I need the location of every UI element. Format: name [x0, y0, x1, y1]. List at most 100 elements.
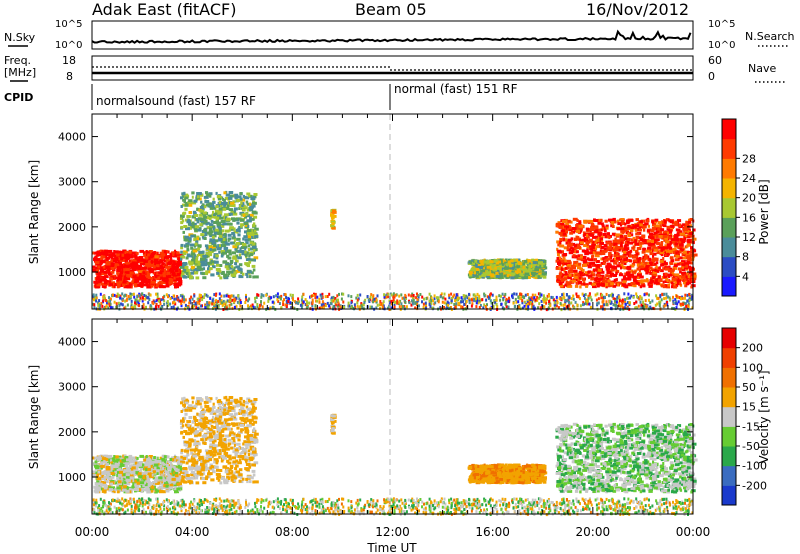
power-cell: [202, 276, 207, 280]
power-cell: [660, 269, 664, 273]
power-cell: [634, 275, 638, 279]
power-cell: [156, 254, 162, 258]
power-cell: [683, 262, 688, 266]
power-cell: [616, 283, 620, 287]
power-cell: [235, 304, 238, 308]
power-cell: [182, 212, 185, 216]
power-cell: [160, 275, 163, 279]
power-cell: [233, 266, 236, 270]
power-cell: [205, 222, 208, 226]
power-cell: [634, 228, 638, 232]
power-cell: [207, 264, 210, 268]
power-cell: [592, 268, 598, 272]
power-cell: [184, 235, 189, 239]
power-cell: [148, 298, 151, 301]
power-cell: [651, 242, 655, 246]
power-cell: [654, 279, 660, 283]
power-cell: [614, 297, 616, 301]
power-cell: [428, 292, 431, 296]
power-cell: [220, 201, 226, 205]
power-cell: [415, 296, 418, 300]
power-cell: [117, 277, 122, 280]
power-cell: [175, 297, 178, 301]
power-cell: [193, 300, 196, 304]
power-cell: [224, 196, 230, 200]
power-cell: [359, 305, 362, 309]
power-cell: [246, 208, 251, 212]
power-cell: [145, 250, 148, 253]
power-cell: [580, 241, 584, 245]
power-cell: [555, 299, 558, 303]
power-cell: [197, 247, 201, 251]
power-cell: [616, 256, 621, 260]
power-cell: [242, 245, 248, 249]
power-cell: [119, 265, 123, 269]
power-cell: [614, 251, 618, 255]
power-cell: [577, 254, 580, 258]
power-cell: [211, 235, 215, 239]
cpid-panel: CPID normalsound (fast) 157 RF normal (f…: [4, 82, 518, 110]
power-cell: [109, 277, 113, 281]
power-cell: [353, 303, 356, 307]
power-cell: [401, 296, 404, 300]
power-cell: [644, 222, 649, 226]
power-cell: [155, 292, 158, 296]
power-cell: [193, 212, 197, 216]
power-cell: [194, 237, 198, 241]
power-cell: [619, 246, 624, 250]
power-cell: [681, 266, 684, 270]
power-cell: [94, 281, 99, 285]
power-cell: [356, 293, 359, 297]
power-cell: [512, 265, 515, 268]
power-cell: [685, 272, 689, 276]
power-cell: [568, 226, 572, 230]
power-cell: [191, 201, 197, 205]
power-cell: [131, 251, 136, 255]
power-cell: [177, 259, 182, 263]
power-cell: [190, 295, 193, 299]
power-cell: [538, 261, 543, 265]
power-cell: [92, 265, 96, 269]
power-cell: [630, 294, 633, 298]
power-cell: [200, 218, 205, 221]
power-cell: [572, 297, 575, 301]
power-cell: [677, 219, 682, 223]
power-cell: [249, 253, 254, 257]
power-cell: [495, 271, 499, 275]
power-cell: [599, 292, 602, 296]
power-cell: [615, 281, 619, 285]
power-cell: [364, 298, 367, 302]
power-cell: [119, 262, 122, 266]
power-cell: [104, 249, 108, 253]
power-cell: [534, 276, 540, 280]
power-cell: [392, 295, 395, 299]
power-cell: [660, 241, 664, 244]
power-cell: [595, 298, 598, 302]
power-cell: [688, 295, 691, 299]
power-cell: [474, 299, 477, 303]
power-cell: [96, 277, 101, 281]
power-cell: [96, 253, 101, 257]
power-cell: [589, 305, 592, 309]
power-cell: [116, 268, 119, 272]
power-cell: [440, 292, 443, 296]
power-cell: [219, 276, 223, 280]
power-cell: [594, 251, 597, 255]
power-cell: [468, 299, 471, 303]
power-cell: [227, 233, 232, 237]
power-cell: [414, 306, 417, 310]
power-cell: [515, 300, 518, 304]
power-cell: [483, 292, 486, 296]
power-cell: [127, 262, 131, 266]
power-cell: [510, 268, 515, 272]
power-cell: [540, 293, 543, 297]
power-cell: [171, 272, 176, 276]
power-cell: [417, 295, 420, 299]
power-cell: [584, 259, 587, 263]
power-cell: [93, 258, 97, 262]
power-cell: [176, 282, 181, 286]
cpid-segment-1: normalsound (fast) 157 RF: [96, 94, 256, 108]
power-cell: [197, 228, 202, 232]
power-cell: [231, 231, 235, 235]
power-cell: [611, 222, 615, 226]
